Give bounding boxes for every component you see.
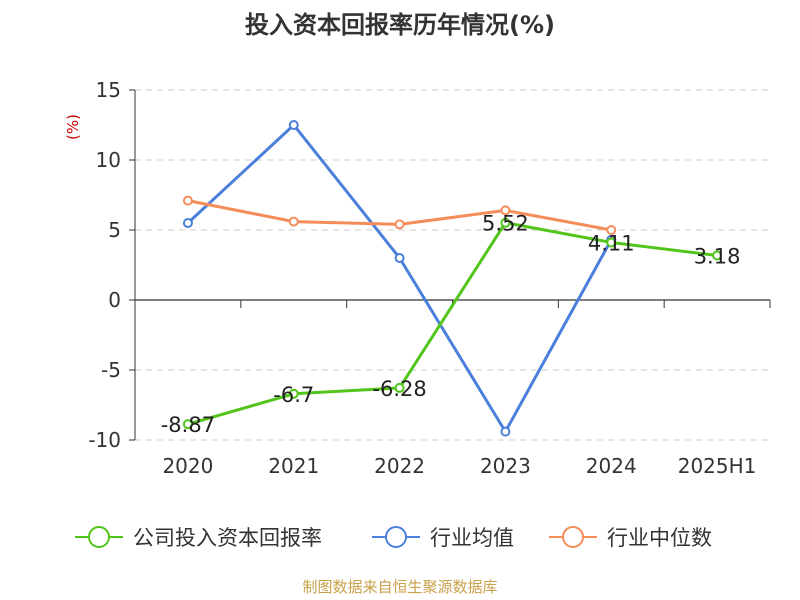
x-tick-label: 2024 (586, 454, 637, 478)
data-label: -6.28 (372, 377, 426, 401)
data-point (394, 253, 405, 263)
data-point (394, 382, 405, 393)
y-tick-label: -5 (101, 358, 121, 382)
series-1 (182, 217, 723, 430)
legend-marker (88, 526, 110, 548)
data-point (182, 195, 193, 206)
x-tick-label: 2023 (480, 454, 531, 478)
legend-item: 行业中位数 (549, 526, 712, 550)
y-tick-label: 0 (108, 288, 121, 312)
data-point (712, 250, 723, 261)
x-tick-label: 2021 (268, 454, 319, 478)
data-label: 5.52 (482, 212, 529, 236)
data-point (288, 120, 299, 130)
legend: 公司投入资本回报率 行业均值 行业中位数 (75, 526, 712, 550)
y-tick-label: 15 (96, 78, 121, 102)
source-note: 制图数据来自恒生聚源数据库 (302, 578, 497, 596)
data-point (182, 218, 193, 228)
x-tick-label: 2020 (162, 454, 213, 478)
y-tick-label: -10 (88, 428, 121, 452)
y-tick-label: 5 (108, 218, 121, 242)
legend-label: 公司投入资本回报率 (133, 526, 322, 550)
x-tick-labels: 2020 2021 2022 2023 2024 2025H1 (162, 454, 756, 478)
data-label: -8.87 (161, 413, 215, 437)
data-point (288, 216, 299, 227)
grid-lines (135, 89, 770, 441)
series-2 (182, 120, 617, 437)
data-point (606, 225, 617, 235)
series-group (182, 120, 723, 437)
data-label: 3.18 (694, 244, 741, 268)
data-point (500, 426, 511, 437)
y-axis-unit: (%) (64, 114, 82, 140)
series-line (187, 221, 718, 426)
y-tick-labels: 15 10 5 0 -5 -10 (88, 78, 121, 452)
data-label: -6.7 (273, 383, 314, 407)
axes (129, 89, 771, 441)
data-point (500, 205, 511, 216)
legend-item: 公司投入资本回报率 (75, 526, 322, 550)
data-point (288, 388, 299, 399)
series-3 (182, 195, 617, 235)
data-labels: -8.87 -6.7 -6.28 5.52 4.11 3.18 (161, 212, 741, 437)
legend-label: 行业中位数 (607, 526, 712, 550)
x-tick-label: 2022 (374, 454, 425, 478)
legend-marker (562, 526, 584, 548)
legend-marker (385, 526, 407, 548)
data-point (500, 217, 511, 228)
data-point (606, 237, 617, 248)
legend-item: 行业均值 (372, 526, 514, 550)
y-tick-label: 10 (96, 148, 121, 172)
x-tick-label: 2025H1 (678, 454, 757, 478)
data-point (182, 419, 193, 430)
chart-title: 投入资本回报率历年情况(%) (245, 11, 555, 39)
data-point (394, 219, 405, 230)
legend-label: 行业均值 (430, 526, 514, 550)
data-label: 4.11 (588, 231, 635, 255)
